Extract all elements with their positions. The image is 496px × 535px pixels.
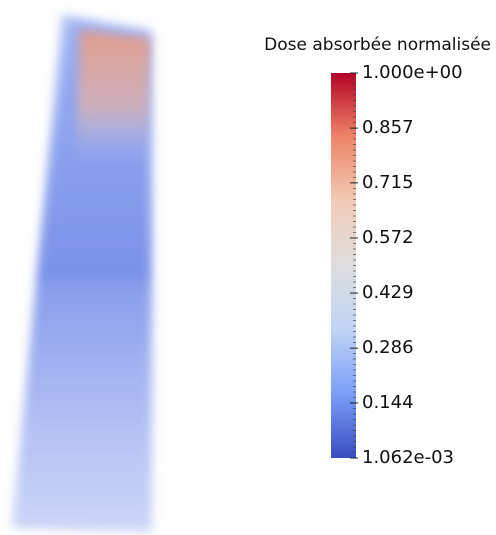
tick-label: 1.062e-03 <box>362 447 454 468</box>
tick-label: 0.572 <box>362 227 414 248</box>
tick-label: 0.857 <box>362 117 414 138</box>
colorbar-title: Dose absorbée normalisée <box>264 35 491 55</box>
colorbar <box>331 73 356 458</box>
tick-label: 0.429 <box>362 282 414 303</box>
tick-label: 0.286 <box>362 337 414 358</box>
tick-label: 0.144 <box>362 392 414 413</box>
tick-label: 1.000e+00 <box>362 62 463 83</box>
hot-region <box>76 30 150 160</box>
dose-volume <box>12 14 152 532</box>
tick-label: 0.715 <box>362 172 414 193</box>
